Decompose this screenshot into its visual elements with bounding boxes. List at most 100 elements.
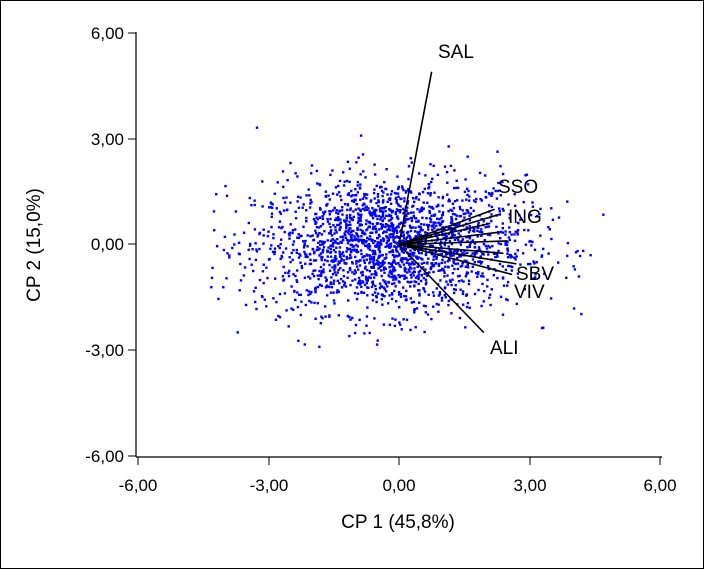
scatter-point: [284, 271, 287, 275]
scatter-point: [436, 204, 440, 208]
scatter-point: [422, 304, 426, 307]
scatter-point: [405, 189, 408, 193]
scatter-point: [480, 199, 483, 202]
scatter-point: [258, 231, 261, 235]
scatter-point: [351, 245, 354, 248]
scatter-point: [486, 278, 489, 282]
scatter-point: [361, 231, 364, 235]
scatter-point: [294, 298, 297, 302]
scatter-point: [388, 251, 391, 254]
scatter-point: [399, 197, 402, 201]
scatter-point: [258, 278, 262, 282]
scatter-point: [316, 235, 319, 238]
scatter-point: [452, 206, 456, 210]
scatter-point: [347, 223, 350, 227]
scatter-point: [403, 236, 406, 239]
scatter-point: [415, 235, 418, 238]
scatter-point: [499, 165, 502, 168]
scatter-point: [411, 197, 415, 200]
scatter-point: [397, 290, 401, 294]
scatter-point: [323, 258, 327, 262]
scatter-point: [252, 269, 255, 273]
scatter-point: [444, 234, 447, 238]
scatter-point: [397, 245, 400, 248]
scatter-point: [389, 269, 392, 272]
scatter-point: [303, 250, 306, 254]
scatter-point: [282, 279, 285, 282]
scatter-point: [454, 288, 457, 291]
scatter-point: [421, 190, 425, 194]
scatter-point: [403, 294, 406, 298]
scatter-point: [418, 292, 421, 296]
scatter-point: [355, 248, 358, 252]
scatter-point: [490, 288, 493, 291]
scatter-point: [463, 253, 467, 256]
scatter-point: [393, 228, 396, 231]
scatter-point: [353, 331, 357, 335]
vector-ing: [398, 213, 500, 246]
scatter-point: [402, 221, 406, 225]
scatter-point: [403, 268, 406, 271]
scatter-point: [373, 291, 377, 294]
scatter-point: [390, 272, 393, 275]
scatter-point: [385, 168, 388, 171]
scatter-point: [432, 270, 435, 274]
scatter-point: [377, 263, 380, 266]
scatter-point: [413, 270, 416, 274]
y-tick-label: -3,00: [85, 341, 124, 360]
scatter-point: [428, 250, 432, 253]
scatter-point: [396, 215, 399, 218]
scatter-point: [381, 253, 384, 257]
scatter-point: [356, 292, 360, 295]
scatter-point: [450, 235, 453, 238]
scatter-point: [390, 222, 394, 225]
scatter-point: [299, 254, 302, 257]
scatter-point: [336, 193, 339, 196]
scatter-point: [373, 197, 376, 200]
scatter-point: [506, 280, 510, 284]
scatter-point: [360, 285, 363, 289]
scatter-point: [348, 239, 351, 242]
scatter-point: [410, 267, 413, 270]
scatter-point: [271, 250, 275, 254]
scatter-point: [359, 134, 363, 137]
scatter-point: [254, 258, 258, 262]
scatter-point: [487, 244, 490, 248]
scatter-point: [401, 187, 404, 190]
scatter-point: [452, 254, 455, 257]
scatter-point: [422, 201, 425, 204]
scatter-point: [510, 233, 513, 236]
scatter-point: [339, 226, 342, 229]
scatter-point: [369, 276, 372, 280]
scatter-point: [495, 197, 499, 200]
scatter-point: [383, 261, 386, 264]
scatter-point: [391, 282, 394, 286]
scatter-point: [438, 218, 441, 221]
scatter-point: [431, 250, 434, 253]
scatter-point: [309, 262, 313, 266]
scatter-point: [388, 198, 392, 202]
scatter-point: [444, 236, 447, 239]
scatter-point: [427, 224, 431, 227]
scatter-point: [381, 215, 384, 218]
scatter-point: [404, 214, 408, 217]
scatter-point: [471, 265, 474, 268]
scatter-point: [412, 204, 415, 207]
scatter-point: [441, 211, 445, 214]
scatter-point: [461, 209, 464, 212]
scatter-point: [388, 271, 391, 274]
scatter-point: [376, 259, 379, 262]
scatter-point: [396, 175, 399, 178]
scatter-point: [363, 203, 366, 206]
scatter-point: [380, 189, 384, 193]
scatter-point: [533, 248, 537, 251]
scatter-point: [475, 197, 478, 201]
scatter-point: [323, 230, 326, 233]
scatter-point: [298, 252, 301, 256]
scatter-point: [233, 243, 236, 246]
scatter-point: [424, 268, 427, 271]
scatter-point: [419, 279, 423, 283]
scatter-point: [417, 251, 421, 255]
scatter-point: [495, 225, 498, 228]
scatter-point: [519, 218, 522, 221]
